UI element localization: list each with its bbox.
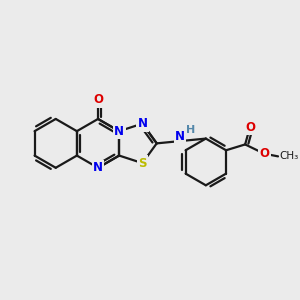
- Text: N: N: [114, 125, 124, 138]
- Text: H: H: [186, 125, 195, 135]
- Text: S: S: [138, 157, 147, 169]
- Text: O: O: [245, 121, 255, 134]
- Text: N: N: [93, 161, 103, 174]
- Text: N: N: [175, 130, 185, 143]
- Text: O: O: [93, 93, 103, 106]
- Text: N: N: [137, 117, 147, 130]
- Text: O: O: [259, 147, 269, 160]
- Text: CH₃: CH₃: [279, 152, 298, 161]
